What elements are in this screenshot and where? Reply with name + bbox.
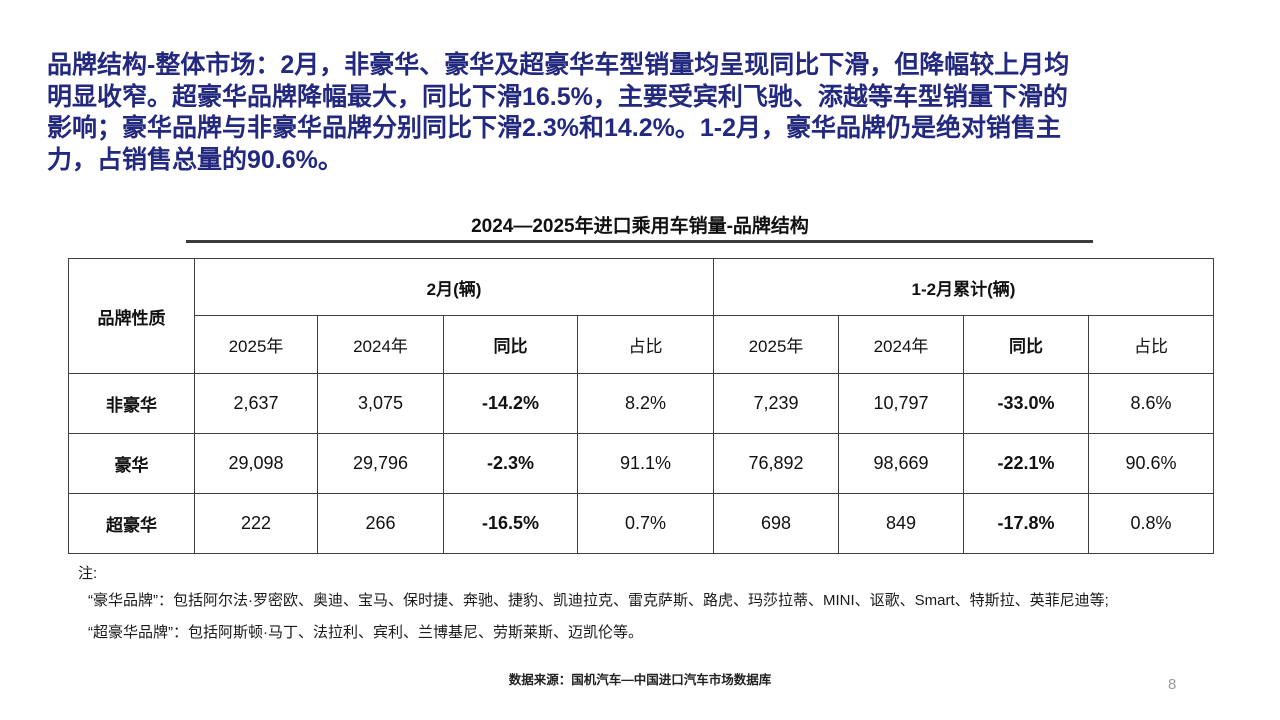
title-underline [186, 240, 1093, 243]
table-cell: 0.8% [1088, 493, 1214, 554]
subheader-cum-2024: 2024年 [838, 315, 964, 374]
table-cell: 849 [838, 493, 964, 554]
table-cell: 222 [194, 493, 318, 554]
subheader-feb-yoy: 同比 [443, 315, 578, 374]
table-cell: -17.8% [963, 493, 1089, 554]
table-cell: -33.0% [963, 373, 1089, 434]
table-row-luxury: 豪华 29,098 29,796 -2.3% 91.1% 76,892 98,6… [68, 433, 1214, 494]
header-group-jan-feb-cumulative: 1-2月累计(辆) [713, 258, 1214, 316]
table-cell: -16.5% [443, 493, 578, 554]
table-cell: 76,892 [713, 433, 839, 494]
table-cell: -2.3% [443, 433, 578, 494]
table-cell: 8.6% [1088, 373, 1214, 434]
subheader-feb-2025: 2025年 [194, 315, 318, 374]
subheader-cum-2025: 2025年 [713, 315, 839, 374]
subheader-cum-share: 占比 [1088, 315, 1214, 374]
row-label-super-luxury: 超豪华 [68, 493, 195, 554]
table-cell: 698 [713, 493, 839, 554]
table-cell: 91.1% [577, 433, 714, 494]
footnotes: 注: “豪华品牌”：包括阿尔法·罗密欧、奥迪、宝马、保时捷、奔驰、捷豹、凯迪拉克… [78, 563, 1238, 649]
brand-structure-table: 品牌性质 2月(辆) 1-2月累计(辆) 2025年 2024年 同比 占比 2… [68, 258, 1214, 554]
table-cell: 8.2% [577, 373, 714, 434]
subheader-cum-yoy: 同比 [963, 315, 1089, 374]
header-group-february: 2月(辆) [194, 258, 714, 316]
table-row-super-luxury: 超豪华 222 266 -16.5% 0.7% 698 849 -17.8% 0… [68, 493, 1214, 554]
subheader-feb-share: 占比 [577, 315, 714, 374]
note-label: 注: [78, 565, 98, 582]
subheader-feb-2024: 2024年 [317, 315, 444, 374]
table-group-header-row: 品牌性质 2月(辆) 1-2月累计(辆) [68, 258, 1214, 374]
table-cell: -22.1% [963, 433, 1089, 494]
table-title: 2024—2025年进口乘用车销量-品牌结构 [471, 216, 809, 237]
table-cell: 0.7% [577, 493, 714, 554]
table-cell: 266 [317, 493, 444, 554]
table-cell: 2,637 [194, 373, 318, 434]
row-label-luxury: 豪华 [68, 433, 195, 494]
table-cell: 3,075 [317, 373, 444, 434]
note-super-luxury-brands: “超豪华品牌”：包括阿斯顿·马丁、法拉利、宾利、兰博基尼、劳斯莱斯、迈凯伦等。 [88, 624, 643, 641]
table-cell: 10,797 [838, 373, 964, 434]
header-brand-type: 品牌性质 [68, 258, 195, 374]
page-number: 8 [1168, 676, 1177, 693]
table-row-non-luxury: 非豪华 2,637 3,075 -14.2% 8.2% 7,239 10,797… [68, 373, 1214, 434]
row-label-non-luxury: 非豪华 [68, 373, 195, 434]
table-cell: 29,796 [317, 433, 444, 494]
table-cell: 98,669 [838, 433, 964, 494]
table-cell: -14.2% [443, 373, 578, 434]
data-source: 数据来源：国机汽车—中国进口汽车市场数据库 [508, 673, 772, 687]
table-cell: 90.6% [1088, 433, 1214, 494]
table-cell: 29,098 [194, 433, 318, 494]
table-cell: 7,239 [713, 373, 839, 434]
note-luxury-brands: “豪华品牌”：包括阿尔法·罗密欧、奥迪、宝马、保时捷、奔驰、捷豹、凯迪拉克、雷克… [88, 592, 1109, 609]
table-subheader-row: 2025年 2024年 同比 占比 2025年 2024年 同比 占比 [69, 315, 1214, 374]
slide-headline: 品牌结构-整体市场：2月，非豪华、豪华及超豪华车型销量均呈现同比下滑，但降幅较上… [47, 51, 1070, 174]
